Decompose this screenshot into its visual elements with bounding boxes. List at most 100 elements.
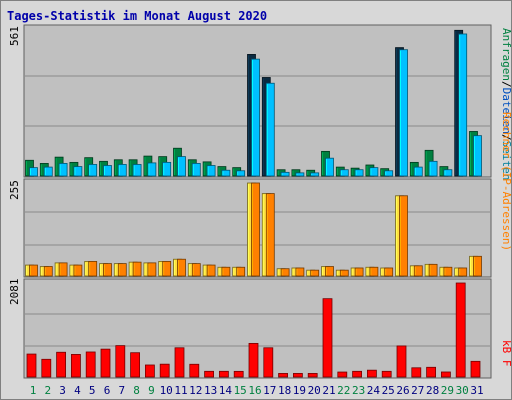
day-label-11: 11 <box>174 384 187 397</box>
bar-rechner-day-20 <box>310 269 320 277</box>
bar-dateien-day-5 <box>88 164 98 177</box>
legend-kb: kB F <box>500 340 512 367</box>
bar-kb-day-21 <box>322 298 333 378</box>
bar-rechner-day-2 <box>43 266 53 277</box>
bar-rechner-day-5 <box>88 261 98 277</box>
bar-kb-day-1 <box>26 353 37 378</box>
bar-rechner-day-26 <box>399 195 408 277</box>
bar-marks <box>25 29 482 378</box>
bar-dateien-day-27 <box>413 166 423 177</box>
bar-dateien-day-31 <box>473 135 482 177</box>
day-label-8: 8 <box>133 384 140 397</box>
bar-rechner-day-31 <box>473 255 482 277</box>
legend-dateien: Dateien <box>500 88 512 134</box>
bar-kb-day-13 <box>204 370 215 378</box>
bar-kb-day-5 <box>85 351 96 378</box>
day-label-20: 20 <box>308 384 321 397</box>
day-label-22: 22 <box>337 384 350 397</box>
day-label-27: 27 <box>411 384 424 397</box>
bar-rechner-day-27 <box>413 265 423 277</box>
day-label-26: 26 <box>396 384 409 397</box>
bar-kb-day-12 <box>189 363 200 378</box>
bar-rechner-day-9 <box>147 262 157 277</box>
day-label-16: 16 <box>248 384 261 397</box>
bar-rechner-day-19 <box>295 267 305 277</box>
bar-dateien-day-13 <box>206 165 216 177</box>
bar-rechner-day-3 <box>58 262 68 277</box>
day-label-23: 23 <box>352 384 365 397</box>
bar-kb-day-30 <box>455 282 466 378</box>
bar-kb-day-3 <box>56 351 66 378</box>
day-label-17: 17 <box>263 384 276 397</box>
bar-dateien-day-11 <box>177 156 186 177</box>
day-label-5: 5 <box>89 384 96 397</box>
bar-dateien-day-26 <box>399 49 408 177</box>
legend-separator-2: / <box>500 134 512 141</box>
day-label-4: 4 <box>74 384 81 397</box>
bar-kb-day-14 <box>218 370 229 378</box>
bar-rechner-day-10 <box>162 261 172 277</box>
day-label-31: 31 <box>470 384 483 397</box>
day-label-1: 1 <box>30 384 37 397</box>
bar-dateien-day-28 <box>428 160 438 177</box>
day-label-7: 7 <box>118 384 125 397</box>
bar-kb-day-27 <box>411 367 422 378</box>
day-label-3: 3 <box>59 384 66 397</box>
bar-rechner-day-16 <box>251 182 260 277</box>
requests-ymax-label: 561 <box>8 26 21 46</box>
bar-rechner-day-30 <box>458 267 468 277</box>
bar-rechner-day-23 <box>354 267 364 277</box>
bar-rechner-day-29 <box>443 266 453 277</box>
day-label-19: 19 <box>293 384 306 397</box>
bar-rechner-day-13 <box>206 264 216 277</box>
day-label-18: 18 <box>278 384 291 397</box>
day-label-28: 28 <box>426 384 439 397</box>
bar-dateien-day-7 <box>117 164 127 177</box>
bar-dateien-day-4 <box>73 166 83 177</box>
day-label-9: 9 <box>148 384 155 397</box>
bar-kb-day-24 <box>366 369 377 378</box>
bar-rechner-day-6 <box>103 263 112 277</box>
bar-dateien-day-9 <box>147 162 157 177</box>
bar-dateien-day-30 <box>458 33 468 177</box>
day-label-25: 25 <box>382 384 395 397</box>
day-label-6: 6 <box>104 384 111 397</box>
bar-kb-day-7 <box>115 345 126 378</box>
kbytes-ymax-label: 2081 <box>8 279 21 306</box>
bar-kb-day-16 <box>248 342 259 378</box>
bar-rechner-day-22 <box>339 269 349 277</box>
bar-kb-day-20 <box>307 373 318 378</box>
bar-dateien-day-15 <box>236 170 246 177</box>
bar-dateien-day-20 <box>310 172 320 177</box>
bar-rechner-day-11 <box>177 258 186 277</box>
bar-dateien-day-23 <box>354 169 364 177</box>
day-label-21: 21 <box>322 384 335 397</box>
day-label-15: 15 <box>234 384 247 397</box>
bar-dateien-day-18 <box>280 171 290 177</box>
day-label-12: 12 <box>189 384 202 397</box>
bar-kb-day-23 <box>352 370 363 378</box>
bar-rechner-day-4 <box>73 264 83 277</box>
bar-kb-day-2 <box>41 358 52 378</box>
bar-kb-day-19 <box>292 373 303 378</box>
day-label-2: 2 <box>44 384 51 397</box>
bar-dateien-day-21 <box>325 157 334 177</box>
bar-dateien-day-19 <box>295 172 305 177</box>
day-label-14: 14 <box>219 384 233 397</box>
bar-dateien-day-24 <box>369 167 379 177</box>
bar-kb-day-6 <box>100 348 111 378</box>
bar-kb-day-10 <box>159 363 170 378</box>
bar-dateien-day-29 <box>443 169 453 177</box>
bar-rechner-day-17 <box>265 193 275 277</box>
requests-legend: Anfragen/Dateien/Seiten <box>500 28 512 180</box>
bar-dateien-day-16 <box>251 58 260 177</box>
day-label-29: 29 <box>441 384 454 397</box>
bar-dateien-day-12 <box>191 163 201 177</box>
bar-rechner-day-24 <box>369 266 379 277</box>
bar-rechner-day-1 <box>29 264 38 277</box>
bar-rechner-day-28 <box>428 263 438 277</box>
bar-kb-day-9 <box>144 364 155 378</box>
bar-dateien-day-3 <box>58 163 68 177</box>
bar-rechner-day-8 <box>132 261 142 277</box>
bar-kb-day-17 <box>263 347 274 378</box>
